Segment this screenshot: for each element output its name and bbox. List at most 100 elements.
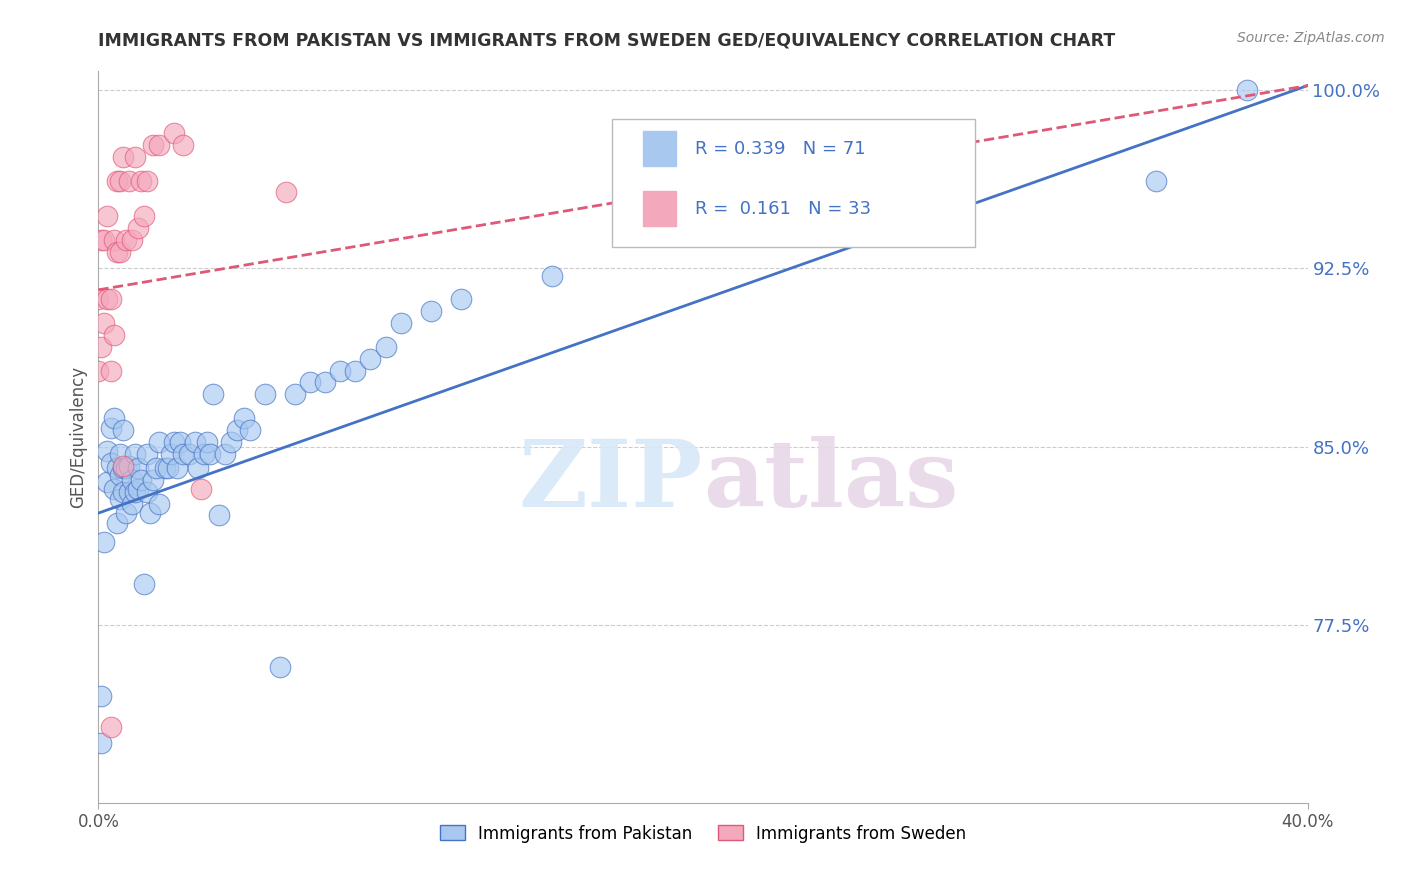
Point xyxy=(179,447,201,461)
Point xyxy=(169,434,191,449)
Point xyxy=(160,447,183,461)
Point xyxy=(114,461,136,475)
Point xyxy=(148,434,170,449)
Point xyxy=(121,497,143,511)
Point xyxy=(100,456,122,470)
Point xyxy=(156,461,179,475)
Point xyxy=(148,497,170,511)
Point xyxy=(148,138,170,153)
Point xyxy=(118,484,141,499)
Point xyxy=(93,316,115,330)
Point xyxy=(226,423,249,437)
Point xyxy=(87,363,110,377)
Point xyxy=(190,483,212,497)
Point xyxy=(420,304,443,318)
Point xyxy=(1236,83,1258,97)
Point xyxy=(108,491,131,506)
Point xyxy=(145,461,167,475)
Point xyxy=(172,138,194,153)
Point xyxy=(132,209,155,223)
Point xyxy=(105,244,128,259)
Point xyxy=(135,173,157,187)
Point xyxy=(100,293,122,307)
Point xyxy=(108,173,131,187)
Point xyxy=(202,387,225,401)
Point xyxy=(118,173,141,187)
Point xyxy=(135,484,157,499)
Point xyxy=(344,363,367,377)
Point xyxy=(163,434,186,449)
Point xyxy=(172,447,194,461)
Point xyxy=(1144,173,1167,187)
Point xyxy=(129,473,152,487)
Text: Source: ZipAtlas.com: Source: ZipAtlas.com xyxy=(1237,31,1385,45)
Y-axis label: GED/Equivalency: GED/Equivalency xyxy=(69,366,87,508)
Point xyxy=(114,506,136,520)
Point xyxy=(103,483,125,497)
Point xyxy=(90,233,112,247)
Point xyxy=(274,186,297,200)
Point xyxy=(269,660,291,674)
Point xyxy=(90,340,112,354)
Point xyxy=(103,328,125,343)
Point xyxy=(129,173,152,187)
Point xyxy=(124,484,146,499)
Text: ZIP: ZIP xyxy=(519,436,703,526)
Point xyxy=(208,508,231,523)
Legend: Immigrants from Pakistan, Immigrants from Sweden: Immigrants from Pakistan, Immigrants fro… xyxy=(433,818,973,849)
Point xyxy=(111,484,134,499)
Point xyxy=(124,447,146,461)
Point xyxy=(108,244,131,259)
Point xyxy=(127,461,149,475)
Point xyxy=(232,411,254,425)
Bar xyxy=(643,131,676,167)
Text: atlas: atlas xyxy=(703,436,959,526)
Point xyxy=(121,473,143,487)
Point xyxy=(187,461,209,475)
Point xyxy=(389,316,412,330)
Point xyxy=(132,577,155,591)
Point xyxy=(93,233,115,247)
Text: R = 0.339   N = 71: R = 0.339 N = 71 xyxy=(695,140,865,158)
Point xyxy=(450,293,472,307)
Point xyxy=(193,447,215,461)
Point xyxy=(221,434,243,449)
Point xyxy=(184,434,207,449)
Point xyxy=(540,268,562,283)
Point xyxy=(121,233,143,247)
Point xyxy=(111,458,134,473)
Point xyxy=(299,376,322,390)
Point xyxy=(139,506,162,520)
Point xyxy=(253,387,276,401)
Point xyxy=(314,376,336,390)
Point xyxy=(166,461,188,475)
Point xyxy=(96,293,118,307)
Point xyxy=(142,138,165,153)
Point xyxy=(142,473,165,487)
Point xyxy=(127,221,149,235)
Point xyxy=(135,447,157,461)
Text: IMMIGRANTS FROM PAKISTAN VS IMMIGRANTS FROM SWEDEN GED/EQUIVALENCY CORRELATION C: IMMIGRANTS FROM PAKISTAN VS IMMIGRANTS F… xyxy=(98,31,1116,49)
Point xyxy=(90,689,112,703)
Point xyxy=(108,468,131,483)
Point xyxy=(329,363,352,377)
Point xyxy=(103,233,125,247)
Point xyxy=(118,458,141,473)
Point xyxy=(105,461,128,475)
Point xyxy=(90,736,112,750)
Point xyxy=(111,423,134,437)
Point xyxy=(153,461,176,475)
Point xyxy=(105,173,128,187)
Point xyxy=(124,150,146,164)
Point xyxy=(163,126,186,140)
Point xyxy=(195,434,218,449)
FancyBboxPatch shape xyxy=(613,119,976,247)
Point xyxy=(96,209,118,223)
Point xyxy=(214,447,236,461)
Point xyxy=(93,534,115,549)
Point xyxy=(374,340,396,354)
Point xyxy=(239,423,262,437)
Point xyxy=(96,444,118,458)
Point xyxy=(96,475,118,490)
Bar xyxy=(643,191,676,227)
